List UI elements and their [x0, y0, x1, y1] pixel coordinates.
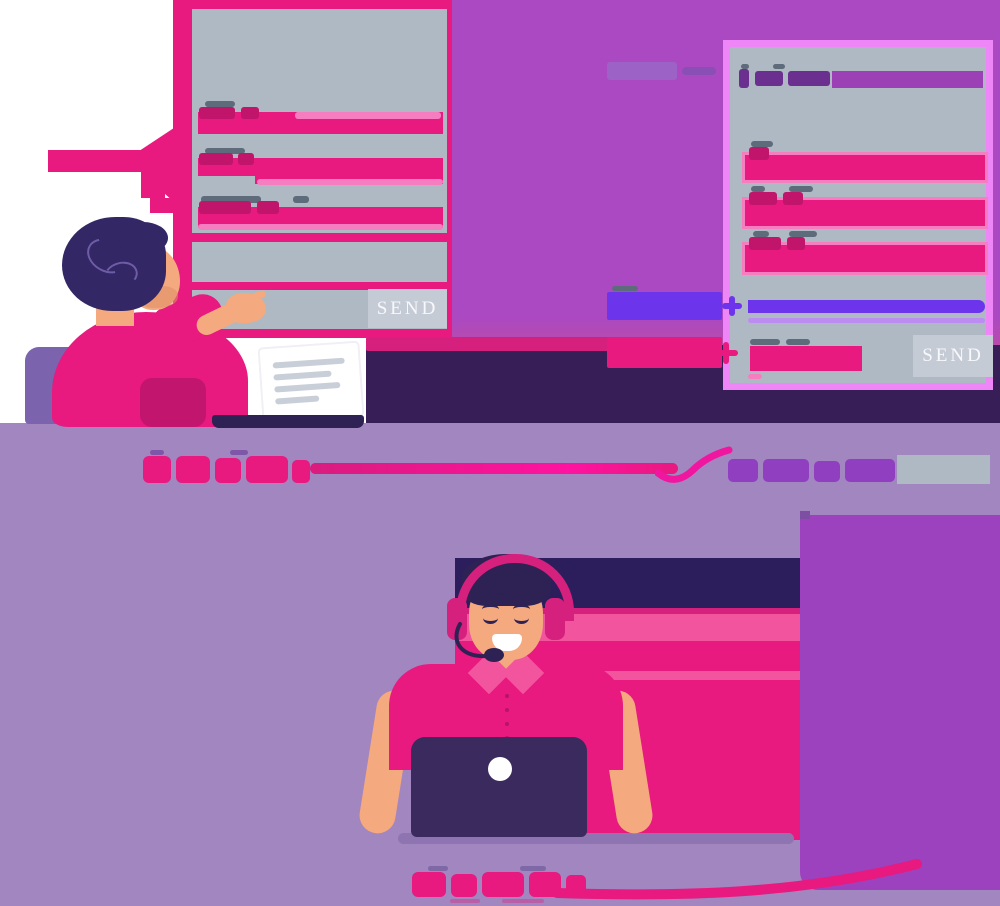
connecting-purple-mark: [845, 459, 895, 482]
field-3-accent: [198, 224, 443, 230]
header-bar: [832, 71, 983, 88]
connecting-word-mark: [143, 456, 171, 483]
rfield-3-label-mark: [787, 237, 805, 250]
chat-card-body: [455, 680, 800, 840]
rfield-3-label-mark: [749, 237, 781, 250]
field-2-notch: [198, 176, 255, 184]
pink-row-accent: [748, 374, 762, 379]
field-2-gray-tick: [205, 148, 245, 154]
pink-plus-mark: [723, 342, 729, 364]
field-2-label-mark: [238, 153, 254, 165]
connecting-purple-mark: [728, 459, 758, 482]
pink-label-block: [607, 337, 722, 368]
support-chat-card: [455, 558, 800, 840]
right-form-field-1[interactable]: [745, 155, 985, 180]
caption-word-mark: [566, 875, 586, 897]
rfield-2-label-mark: [783, 192, 803, 205]
chat-card-strip: [455, 608, 800, 614]
rfield-1-gray-tick: [751, 141, 773, 147]
customer-illustration: [0, 200, 400, 430]
field-1-gray-tick: [205, 101, 235, 107]
left-form-divider: [192, 282, 447, 290]
header-glyph: [755, 71, 783, 86]
header-gray-tick: [773, 64, 785, 69]
field-2-accent: [257, 179, 443, 185]
right-form-underline-violet[interactable]: [748, 300, 985, 313]
right-purple-block: [800, 515, 1000, 890]
violet-plus-mark: [729, 296, 735, 316]
caption-word-mark: [529, 872, 561, 897]
field-1-label-mark: [241, 107, 259, 119]
chat-card-row-light: [455, 614, 800, 641]
field-3-gray-tick: [293, 196, 309, 203]
rfield-2-label-mark: [749, 192, 777, 205]
caption-word-mark: [412, 872, 446, 897]
customer-laptop-screen: [257, 340, 365, 424]
right-form-field-3[interactable]: [745, 245, 985, 272]
violet-label-gray-tick: [612, 286, 638, 291]
connecting-word-mark: [176, 456, 210, 483]
pink-swoosh-line: [552, 859, 922, 900]
header-glyph: [788, 71, 830, 86]
pink-row-gray-tick: [786, 339, 810, 345]
connecting-purple-mark: [814, 461, 840, 482]
right-form-panel: SEND: [716, 40, 993, 390]
rfield-3-gray-tick: [789, 231, 817, 237]
chat-card-strip-2: [455, 671, 800, 680]
right-form-field-2[interactable]: [745, 200, 985, 226]
left-form-send-label: SEND: [376, 297, 439, 319]
right-purple-block-notch: [800, 511, 810, 519]
swoosh-tick-icon: [655, 446, 733, 483]
right-form-send-button[interactable]: SEND: [913, 335, 993, 377]
connecting-word-mark: [246, 456, 288, 483]
header-glyph: [739, 69, 749, 88]
connecting-word-mark: [292, 460, 310, 483]
violet-label-block: [607, 292, 722, 320]
right-form-outside-title: [607, 62, 677, 80]
desk-shadow-bar: [398, 833, 794, 844]
left-form-divider: [192, 233, 447, 242]
field-3-label-mark: [257, 201, 279, 214]
rfield-3-gray-tick: [753, 231, 769, 237]
connecting-gray-bar: [897, 455, 990, 484]
customer-laptop-base: [212, 415, 364, 428]
rfield-2-gray-tick: [751, 186, 765, 192]
right-form-send-label: SEND: [922, 345, 984, 366]
connecting-line: [310, 463, 678, 474]
customer-hair-lock: [118, 222, 168, 254]
customer-body-shade: [140, 378, 206, 427]
connecting-purple-mark: [763, 459, 809, 482]
left-form-send-button[interactable]: SEND: [368, 289, 447, 328]
pink-row-gray-tick: [750, 339, 780, 345]
rfield-1-label-mark: [749, 147, 769, 160]
right-form-outside-dash: [682, 67, 716, 75]
header-gray-tick: [741, 64, 749, 69]
connecting-word-mark: [215, 458, 241, 483]
field-1-accent: [295, 112, 441, 119]
chat-card-row-deep: [455, 641, 800, 671]
field-1-label-mark: [199, 107, 235, 119]
right-form-bar-pink[interactable]: [750, 346, 862, 371]
chat-card-header: [455, 558, 800, 608]
rfield-2-gray-tick: [789, 186, 813, 192]
caption-word-mark: [482, 872, 524, 897]
caption-word-mark: [451, 874, 477, 897]
desk-magenta-strip: [366, 337, 620, 351]
violet-thin-line: [748, 318, 985, 323]
field-2-label-mark: [199, 153, 233, 165]
left-form-panel: SEND: [173, 0, 452, 338]
field-3-gray-tick: [201, 196, 261, 203]
field-3-label-mark: [199, 201, 251, 214]
